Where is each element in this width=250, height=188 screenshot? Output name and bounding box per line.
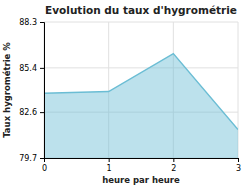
- tick: 0: [42, 158, 47, 173]
- tick-mark: [238, 158, 239, 162]
- tick-mark: [109, 158, 110, 162]
- grid: [44, 22, 238, 158]
- axis-domain: [40, 23, 45, 159]
- tick: 1: [107, 158, 112, 173]
- tick-mark: [40, 68, 44, 69]
- grid-line: [44, 22, 238, 23]
- marks: [44, 54, 238, 158]
- tick-mark: [173, 158, 174, 162]
- tick-label: 2: [171, 164, 176, 173]
- axis-domain: [45, 159, 239, 163]
- tick-mark: [40, 112, 44, 113]
- chart: 0 1 2 3 79.7 82.6 85.4 88.3 Evolution du taux d'…: [0, 0, 250, 188]
- tick-label: 1: [107, 164, 112, 173]
- tick: 88.3: [19, 18, 44, 27]
- tick-label: 0: [42, 164, 47, 173]
- tick: 79.7: [19, 154, 44, 163]
- tick-label: 79.7: [19, 154, 37, 163]
- y-axis: 79.7 82.6 85.4 88.3: [19, 18, 44, 163]
- tick-label: 88.3: [19, 18, 37, 27]
- plot: 0 1 2 3 79.7 82.6 85.4 88.3: [19, 18, 241, 173]
- tick: 2: [171, 158, 176, 173]
- tick: 3: [236, 158, 241, 173]
- tick-label: 85.4: [19, 64, 37, 73]
- tick: 85.4: [19, 64, 44, 73]
- tick: 82.6: [19, 108, 44, 117]
- x-axis-title: heure par heure: [102, 175, 180, 185]
- area: [44, 54, 238, 158]
- grid-line: [44, 67, 238, 68]
- tick-label: 3: [236, 164, 241, 173]
- x-axis: 0 1 2 3: [42, 158, 241, 173]
- title: Evolution du taux d'hygrométrie: [45, 4, 237, 16]
- line: [44, 54, 238, 130]
- y-axis-title: Taux hygrométrie %: [2, 42, 12, 138]
- tick-mark: [40, 158, 44, 159]
- tick-label: 82.6: [19, 108, 37, 117]
- tick-mark: [40, 22, 44, 23]
